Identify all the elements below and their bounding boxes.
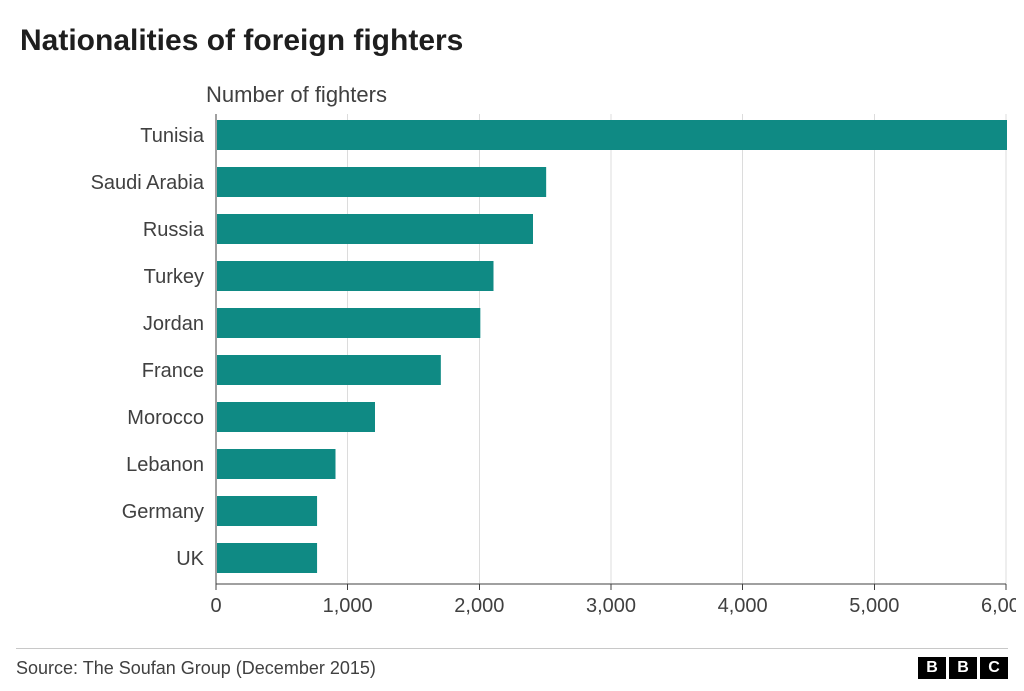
chart-plot-area: 01,0002,0003,0004,0005,0006,000TunisiaSa… [16,114,1008,644]
bar [217,167,546,197]
y-axis-title: Number of fighters [206,82,1008,108]
bbc-logo-letter: B [918,657,946,679]
bbc-logo-letter: B [949,657,977,679]
source-text: Source: The Soufan Group (December 2015) [16,658,376,679]
x-tick-label: 2,000 [454,595,504,617]
x-tick-label: 1,000 [323,595,373,617]
bar [217,402,375,432]
category-label: Jordan [143,313,204,335]
x-tick-label: 3,000 [586,595,636,617]
chart-card: Nationalities of foreign fighters Number… [0,0,1024,691]
bar [217,261,494,291]
x-tick-label: 0 [210,595,221,617]
bar [217,120,1007,150]
x-tick-label: 5,000 [849,595,899,617]
category-label: Russia [143,219,205,241]
chart-title: Nationalities of foreign fighters [20,24,1008,58]
x-tick-label: 4,000 [718,595,768,617]
category-label: Saudi Arabia [91,172,205,194]
category-label: Germany [122,501,204,523]
category-label: Turkey [144,266,204,288]
category-label: UK [176,548,204,570]
bar [217,543,317,573]
bbc-logo-letter: C [980,657,1008,679]
category-label: Tunisia [140,125,205,147]
bar [217,214,533,244]
bar [217,449,336,479]
category-label: France [142,360,204,382]
bar [217,355,441,385]
bar [217,496,317,526]
chart-footer: Source: The Soufan Group (December 2015)… [16,648,1008,679]
category-label: Morocco [127,407,204,429]
bar [217,308,480,338]
category-label: Lebanon [126,454,204,476]
bar-chart-svg: 0 1,000 2,000 3,000 4,000 5,000 6,000 Tunisia Sa… [16,114,1016,634]
bbc-logo: B B C [918,657,1008,679]
x-tick-label: 6,000 [981,595,1016,617]
